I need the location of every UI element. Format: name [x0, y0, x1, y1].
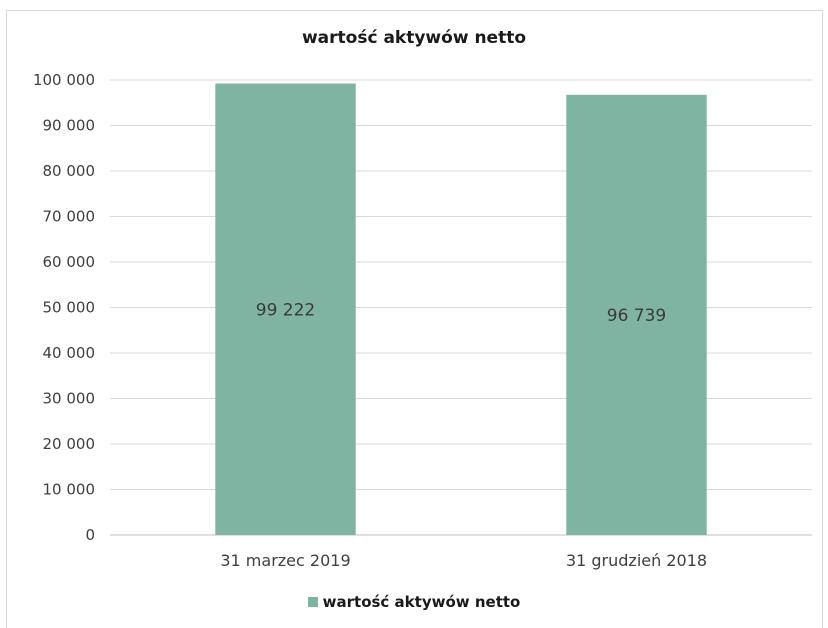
y-tick-label: 50 000 [43, 299, 96, 317]
y-tick-label: 30 000 [43, 390, 96, 408]
x-axis-categories: 31 marzec 2019 31 grudzień 2018 [220, 551, 707, 570]
category-label: 31 marzec 2019 [220, 551, 350, 570]
y-tick-label: 40 000 [43, 344, 96, 362]
bar [566, 94, 707, 535]
y-axis-ticks: 0 10 000 20 000 30 000 40 000 50 000 60 000 70 … [33, 71, 95, 544]
y-tick-label: 80 000 [43, 162, 96, 180]
data-label: 96 739 [607, 306, 666, 326]
bars [215, 83, 707, 535]
chart-title: wartość aktywów netto [301, 28, 527, 48]
y-tick-label: 10 000 [43, 481, 96, 499]
y-tick-label: 0 [85, 526, 95, 544]
y-tick-label: 60 000 [43, 253, 96, 271]
y-tick-label: 70 000 [43, 208, 96, 226]
chart-frame [6, 10, 823, 628]
y-tick-label: 20 000 [43, 435, 96, 453]
bar [215, 83, 356, 535]
legend: wartość aktywów netto [0, 593, 828, 611]
category-label: 31 grudzień 2018 [566, 551, 707, 570]
y-tick-label: 90 000 [43, 117, 96, 135]
data-label: 99 222 [256, 300, 315, 320]
legend-label: wartość aktywów netto [322, 593, 521, 611]
data-labels: 99 222 96 739 [256, 300, 666, 326]
y-tick-label: 100 000 [33, 71, 95, 89]
legend-swatch [307, 597, 318, 607]
